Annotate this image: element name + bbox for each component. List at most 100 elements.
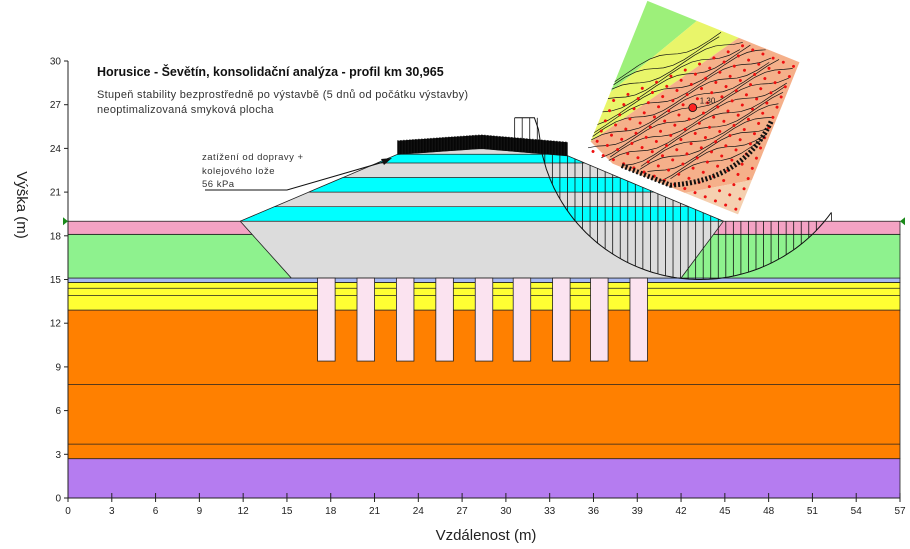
fos-grid-dot (712, 56, 716, 60)
y-axis-title: Výška (m) (13, 171, 30, 239)
x-tick-label: 9 (197, 506, 203, 517)
fos-grid-dot (755, 97, 759, 101)
fos-grid-dot (599, 129, 603, 133)
x-tick-label: 6 (153, 506, 159, 517)
fos-grid-dot (644, 135, 648, 139)
x-tick-label: 48 (763, 506, 775, 517)
fos-grid-dot (591, 149, 595, 153)
fos-grid-dot (677, 172, 681, 176)
fos-grid-dot (722, 179, 726, 183)
fos-grid-dot (757, 121, 761, 125)
fos-grid-dot (638, 121, 642, 125)
fos-grid-dot (757, 62, 761, 66)
fos-grid-dot (595, 139, 599, 143)
fos-grid-dot (646, 101, 650, 105)
fos-grid-dot (738, 138, 742, 142)
load-note-leader (205, 158, 392, 191)
fos-grid-dot (697, 121, 701, 125)
fos-grid-dot (703, 195, 707, 199)
fos-contour-line (608, 85, 786, 161)
y-tick-label: 15 (50, 275, 62, 286)
fos-grid-dot (667, 109, 671, 113)
fos-grid-dot (698, 62, 702, 66)
fos-contour-line (613, 36, 720, 86)
fos-grid-dot (640, 146, 644, 150)
fos-grid-dot (630, 141, 634, 145)
fos-grid-dot (706, 101, 710, 105)
x-tick-label: 12 (238, 506, 250, 517)
fos-grid-dot (661, 95, 665, 99)
fos-grid-dot (732, 123, 736, 127)
fos-grid-dot (742, 68, 746, 72)
fos-grid-dot (787, 75, 791, 79)
fos-grid-dot (744, 93, 748, 97)
fos-contour-line (614, 32, 722, 82)
fos-grid-dot (667, 168, 671, 172)
fos-contour-line (639, 117, 773, 170)
fos-grid-dot (701, 170, 705, 174)
fos-grid-dot (695, 97, 699, 101)
fos-grid-dot (752, 132, 756, 136)
fos-grid-dot (726, 109, 730, 113)
fos-grid-dot (742, 187, 746, 191)
fos-grid-dot (783, 85, 787, 89)
fos-grid-dot (708, 66, 712, 70)
figure-subtitle-line-1: Stupeň stability bezprostředně po výstav… (97, 89, 468, 101)
fos-grid-dot (636, 97, 640, 101)
x-tick-label: 39 (632, 506, 644, 517)
embankment-cyan-band (308, 177, 655, 193)
x-tick-label: 42 (675, 506, 687, 517)
x-tick-label: 18 (325, 506, 337, 517)
right-boundary-marker (900, 217, 905, 226)
fos-grid-dot (634, 131, 638, 135)
fos-minimum-marker (688, 103, 698, 113)
fos-grid-dot (771, 115, 775, 119)
fos-grid-dot (741, 44, 745, 48)
y-tick-label: 9 (55, 362, 61, 373)
stone-column (590, 277, 609, 362)
figure-subtitle-line-2: neoptimalizovaná smyková plocha (97, 104, 274, 116)
fos-grid-dot (726, 50, 730, 54)
x-tick-label: 3 (109, 506, 115, 517)
fos-contour-line (647, 128, 769, 172)
fos-grid-dot (660, 154, 664, 158)
fos-grid-dot (681, 103, 685, 107)
fos-grid-dot (751, 48, 755, 52)
stone-column (396, 277, 415, 362)
fos-contour-line (607, 49, 741, 99)
fos-grid-dot (728, 74, 732, 78)
fos-grid-dot (618, 113, 622, 117)
fos-grid-dot (648, 125, 652, 129)
fos-grid-dot (792, 64, 796, 68)
fos-grid-dot (746, 177, 750, 181)
fos-grid-dot (683, 68, 687, 72)
fos-grid-dot (781, 60, 785, 64)
y-tick-label: 30 (50, 57, 62, 68)
soil-layer-purple (67, 458, 901, 499)
fos-grid-dot (720, 95, 724, 99)
fos-grid-dot (695, 156, 699, 160)
fos-grid-dot (704, 76, 708, 80)
fos-grid-dot (609, 133, 613, 137)
fos-contour-line (601, 77, 789, 159)
fos-grid-dot (673, 123, 677, 127)
fos-grid-dot (689, 82, 693, 86)
fos-grid-dot (714, 140, 718, 144)
fos-grid-dot (679, 78, 683, 82)
x-tick-label: 0 (65, 506, 71, 517)
fos-grid-dot (689, 142, 693, 146)
fos-contour-line (602, 44, 751, 113)
fos-grid-dot (626, 92, 630, 96)
fos-grid-dot (693, 72, 697, 76)
fos-contour-line (591, 59, 780, 141)
fos-grid-dot (740, 162, 744, 166)
fos-grid-dot (759, 87, 763, 91)
fos-grid-dot (703, 136, 707, 140)
fos-grid-dot (736, 172, 740, 176)
fos-grid-dot (611, 158, 615, 162)
x-tick-label: 45 (719, 506, 731, 517)
fos-grid-dot (681, 162, 685, 166)
fos-grid-dot (732, 183, 736, 187)
fos-grid-dot (687, 176, 691, 180)
fos-grid-dot (779, 95, 783, 99)
